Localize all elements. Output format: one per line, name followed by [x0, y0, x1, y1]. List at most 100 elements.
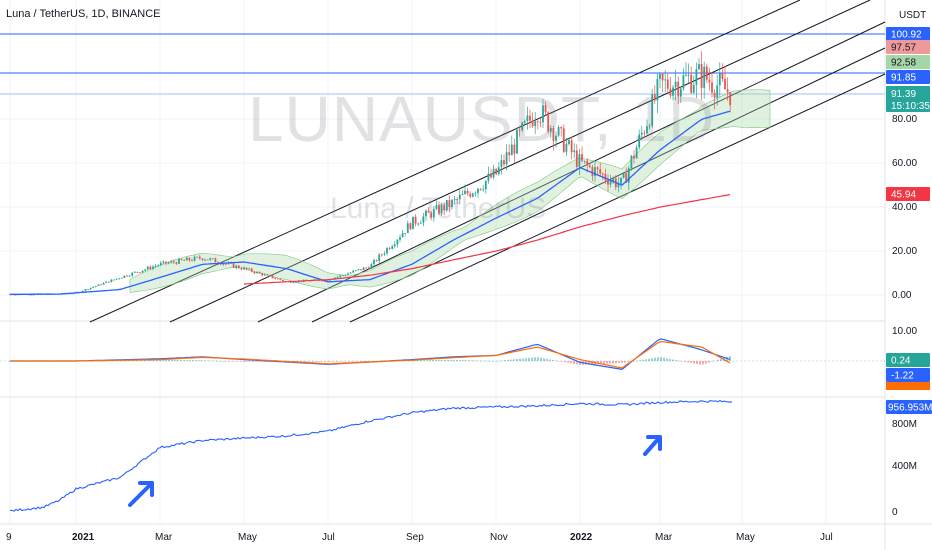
price-tag-cloud-red-bg [886, 40, 930, 54]
candle-body [573, 150, 576, 153]
histogram-bar [570, 361, 572, 364]
histogram-bar [687, 361, 689, 363]
candle-body [679, 88, 682, 97]
candle-body [362, 267, 365, 271]
candle-body [458, 194, 461, 200]
candle-body [354, 270, 357, 271]
time-tick-label: May [736, 532, 755, 543]
histogram-bar [228, 361, 230, 362]
candle-body [383, 253, 386, 255]
histogram-bar [450, 359, 452, 361]
histogram-bar [489, 360, 491, 362]
candle-body [378, 254, 381, 261]
histogram-bar [522, 358, 524, 361]
histogram-bar [507, 359, 509, 361]
symbol-title[interactable]: Luna / TetherUS, 1D, BINANCE [6, 8, 161, 20]
candle-body [565, 143, 568, 152]
histogram-bar [612, 361, 614, 364]
histogram-bar [342, 361, 344, 362]
candle-body [547, 112, 550, 132]
candle-body [274, 278, 277, 279]
candle-body [201, 258, 204, 260]
candle-body [154, 265, 157, 267]
histogram-bar [333, 361, 335, 362]
time-tick-label: Sep [406, 532, 424, 543]
histogram-bar [210, 360, 212, 362]
candle-body [89, 287, 92, 290]
candle-body [32, 294, 35, 296]
candle-body [352, 270, 355, 273]
candle-body [627, 168, 630, 183]
histogram-bar [201, 360, 203, 361]
candle-body [139, 272, 141, 273]
channel-line [89, 0, 801, 323]
histogram-bar [369, 361, 371, 362]
histogram-bar [258, 361, 260, 362]
histogram-bar [222, 360, 224, 362]
histogram-bar [204, 360, 206, 361]
histogram-bar [216, 360, 218, 362]
candle-body [170, 261, 173, 263]
candle-body [232, 263, 235, 268]
histogram-bar [606, 361, 608, 364]
histogram-bar [660, 357, 662, 361]
histogram-bar [657, 357, 659, 361]
candle-body [492, 168, 495, 178]
histogram-bar [324, 361, 326, 362]
candle-body [479, 188, 482, 190]
candle-body [131, 272, 134, 276]
histogram-bar [186, 360, 188, 361]
candle-body [490, 173, 492, 178]
time-axis[interactable]: 9 2021 Mar May Jul Sep Nov 2022 Mar May Jul [6, 532, 833, 543]
candle-body [703, 66, 706, 88]
candle-body [438, 205, 440, 214]
candle-body [391, 246, 394, 249]
annotation-arrows[interactable] [128, 435, 662, 507]
histogram-bar [591, 361, 593, 365]
candle-body [622, 173, 625, 178]
candle-body [432, 208, 435, 218]
candle-body [549, 128, 552, 132]
candle-body [711, 82, 713, 93]
candle-body [175, 262, 178, 264]
candle-body [258, 271, 261, 274]
histogram-bar [306, 361, 308, 362]
candle-body [594, 167, 596, 177]
candle-body [347, 273, 349, 275]
candle-body [279, 278, 282, 280]
candle-body [250, 268, 253, 272]
annotation-arrow [643, 435, 662, 456]
histogram-bar [534, 357, 536, 361]
histogram-bar [315, 361, 317, 362]
candle-body [401, 233, 404, 238]
candle-body [648, 125, 651, 127]
candle-body [513, 144, 516, 154]
price-tag-cloud-green: 92.58 [891, 58, 916, 69]
candle-body [328, 279, 331, 281]
candle-body [193, 256, 196, 261]
candle-body [518, 129, 521, 131]
candle-body [357, 269, 360, 271]
price-axis[interactable]: 0.00 20.00 40.00 60.00 80.00 USDT 10.00 0 400M 80… [892, 10, 926, 518]
price-tick-label: 20.00 [892, 246, 917, 257]
horizontal-lines[interactable] [0, 33, 885, 95]
histogram-bar [330, 361, 332, 362]
candle-body [599, 169, 602, 174]
histogram-bar [714, 360, 716, 362]
histogram-bar [162, 359, 164, 361]
countdown-label: 15:10:35 [891, 101, 930, 112]
candle-body [568, 140, 570, 144]
candle-body [539, 122, 542, 124]
histogram-bar [303, 361, 305, 362]
candle-body [157, 265, 160, 267]
candle-body [583, 160, 586, 162]
candle-body [136, 271, 139, 273]
histogram-bar [321, 361, 323, 362]
histogram-bar [510, 359, 512, 361]
candle-body [206, 259, 209, 261]
candle-body [224, 263, 227, 265]
candle-body [263, 274, 266, 276]
histogram-bar [192, 360, 194, 361]
